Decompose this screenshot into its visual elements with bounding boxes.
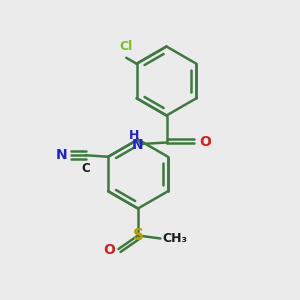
Text: S: S (133, 228, 143, 243)
Text: N: N (56, 148, 67, 162)
Text: H: H (129, 129, 140, 142)
Text: CH₃: CH₃ (162, 232, 187, 245)
Text: O: O (103, 244, 115, 257)
Text: C: C (81, 162, 90, 175)
Text: N: N (132, 138, 143, 152)
Text: Cl: Cl (120, 40, 133, 53)
Text: O: O (199, 136, 211, 149)
